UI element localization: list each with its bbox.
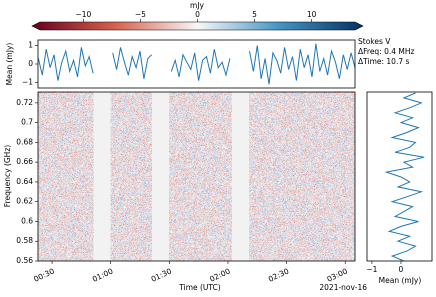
annotation: Stokes V xyxy=(358,37,391,46)
spectrogram-segment xyxy=(38,92,94,261)
y-tick-label: −1 xyxy=(22,77,33,86)
x-tick-label: −1 xyxy=(366,265,377,274)
x-tick-label: 00:30 xyxy=(32,266,56,283)
axes-frame xyxy=(37,91,356,262)
colorbar-tick-label: −5 xyxy=(135,10,146,19)
x-tick-label: 01:00 xyxy=(91,266,115,283)
x-tick-label: 01:30 xyxy=(150,266,174,283)
spectrogram-segment xyxy=(110,92,152,261)
annotation: ΔTime: 10.7 s xyxy=(358,57,409,66)
y-tick-label: 0 xyxy=(28,59,33,68)
x-tick-label: 0 xyxy=(399,265,404,274)
x-axis-label: Time (UTC) xyxy=(178,283,221,292)
y-tick-label: 0.6 xyxy=(21,216,33,225)
data-line xyxy=(384,92,425,262)
y-tick-label: 0.56 xyxy=(16,256,33,265)
colorbar-tick-label: −10 xyxy=(75,10,91,19)
y-tick-label: 0.64 xyxy=(16,177,33,186)
date-label: 2021-nov-16 xyxy=(319,283,367,292)
y-tick-label: 0.68 xyxy=(16,137,33,146)
colorbar-tick-label: 0 xyxy=(195,10,200,19)
colorbar xyxy=(31,21,364,31)
x-tick-label: 02:30 xyxy=(267,266,291,283)
x-axis-label: Mean (mJy) xyxy=(379,276,422,285)
y-tick-label: 0.72 xyxy=(16,98,33,107)
y-tick-label: 1 xyxy=(28,41,33,50)
y-axis-label: Frequency (GHz) xyxy=(3,145,12,207)
axes-frame xyxy=(37,39,356,89)
spectrogram-segment xyxy=(249,92,355,261)
colorbar-tick-label: 5 xyxy=(252,10,257,19)
y-tick-label: 0.66 xyxy=(16,157,33,166)
y-tick-label: 0.7 xyxy=(21,118,33,127)
y-axis-label: Mean (mJy) xyxy=(5,43,14,86)
spectrogram-segment xyxy=(169,92,232,261)
y-tick-label: 0.58 xyxy=(16,236,33,245)
data-line xyxy=(37,43,356,85)
annotation: ΔFreq: 0.4 MHz xyxy=(358,47,415,56)
x-tick-label: 03:00 xyxy=(326,266,350,283)
colorbar-tick-label: 10 xyxy=(307,10,317,19)
y-tick-label: 0.62 xyxy=(16,197,33,206)
x-tick-label: 02:00 xyxy=(208,266,232,283)
colorbar-label: mJy xyxy=(190,1,205,10)
axes-frame xyxy=(366,91,433,262)
